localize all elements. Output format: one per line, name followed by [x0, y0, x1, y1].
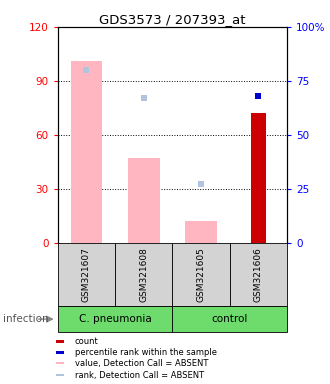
Text: count: count: [75, 337, 98, 346]
Text: infection: infection: [3, 314, 49, 324]
Text: GSM321606: GSM321606: [254, 247, 263, 302]
Text: value, Detection Call = ABSENT: value, Detection Call = ABSENT: [75, 359, 208, 367]
Bar: [230, 243, 287, 306]
Text: control: control: [212, 314, 248, 324]
Title: GDS3573 / 207393_at: GDS3573 / 207393_at: [99, 13, 246, 26]
Bar: [172, 306, 287, 332]
Text: rank, Detection Call = ABSENT: rank, Detection Call = ABSENT: [75, 371, 204, 380]
Bar: [71, 61, 102, 243]
Bar: [58, 243, 115, 306]
Bar: [115, 243, 172, 306]
Bar: [56, 362, 64, 364]
Bar: [56, 351, 64, 354]
Bar: [56, 340, 64, 343]
Bar: [58, 306, 172, 332]
Bar: [185, 221, 217, 243]
Text: GSM321608: GSM321608: [139, 247, 148, 302]
Bar: [250, 113, 266, 243]
Bar: [128, 158, 159, 243]
Text: C. pneumonia: C. pneumonia: [79, 314, 151, 324]
Bar: [172, 243, 230, 306]
Text: GSM321607: GSM321607: [82, 247, 91, 302]
Text: percentile rank within the sample: percentile rank within the sample: [75, 348, 217, 357]
Bar: [56, 374, 64, 376]
Text: GSM321605: GSM321605: [197, 247, 206, 302]
